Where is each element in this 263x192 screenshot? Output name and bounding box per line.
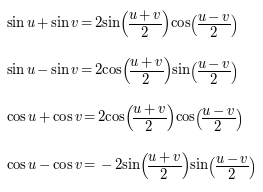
Text: $\sin u - \sin v = 2\cos\!\left(\dfrac{u+v}{2}\right)\sin\!\left(\dfrac{u-v}{2}\: $\sin u - \sin v = 2\cos\!\left(\dfrac{u… <box>6 56 237 87</box>
Text: $\cos u - \cos v = -2\sin\!\left(\dfrac{u+v}{2}\right)\sin\!\left(\dfrac{u-v}{2}: $\cos u - \cos v = -2\sin\!\left(\dfrac{… <box>6 151 255 181</box>
Text: $\cos u + \cos v = 2\cos\!\left(\dfrac{u+v}{2}\right)\cos\!\left(\dfrac{u-v}{2}\: $\cos u + \cos v = 2\cos\!\left(\dfrac{u… <box>6 103 242 134</box>
Text: $\sin u + \sin v = 2\sin\!\left(\dfrac{u+v}{2}\right)\cos\!\left(\dfrac{u-v}{2}\: $\sin u + \sin v = 2\sin\!\left(\dfrac{u… <box>6 9 237 40</box>
